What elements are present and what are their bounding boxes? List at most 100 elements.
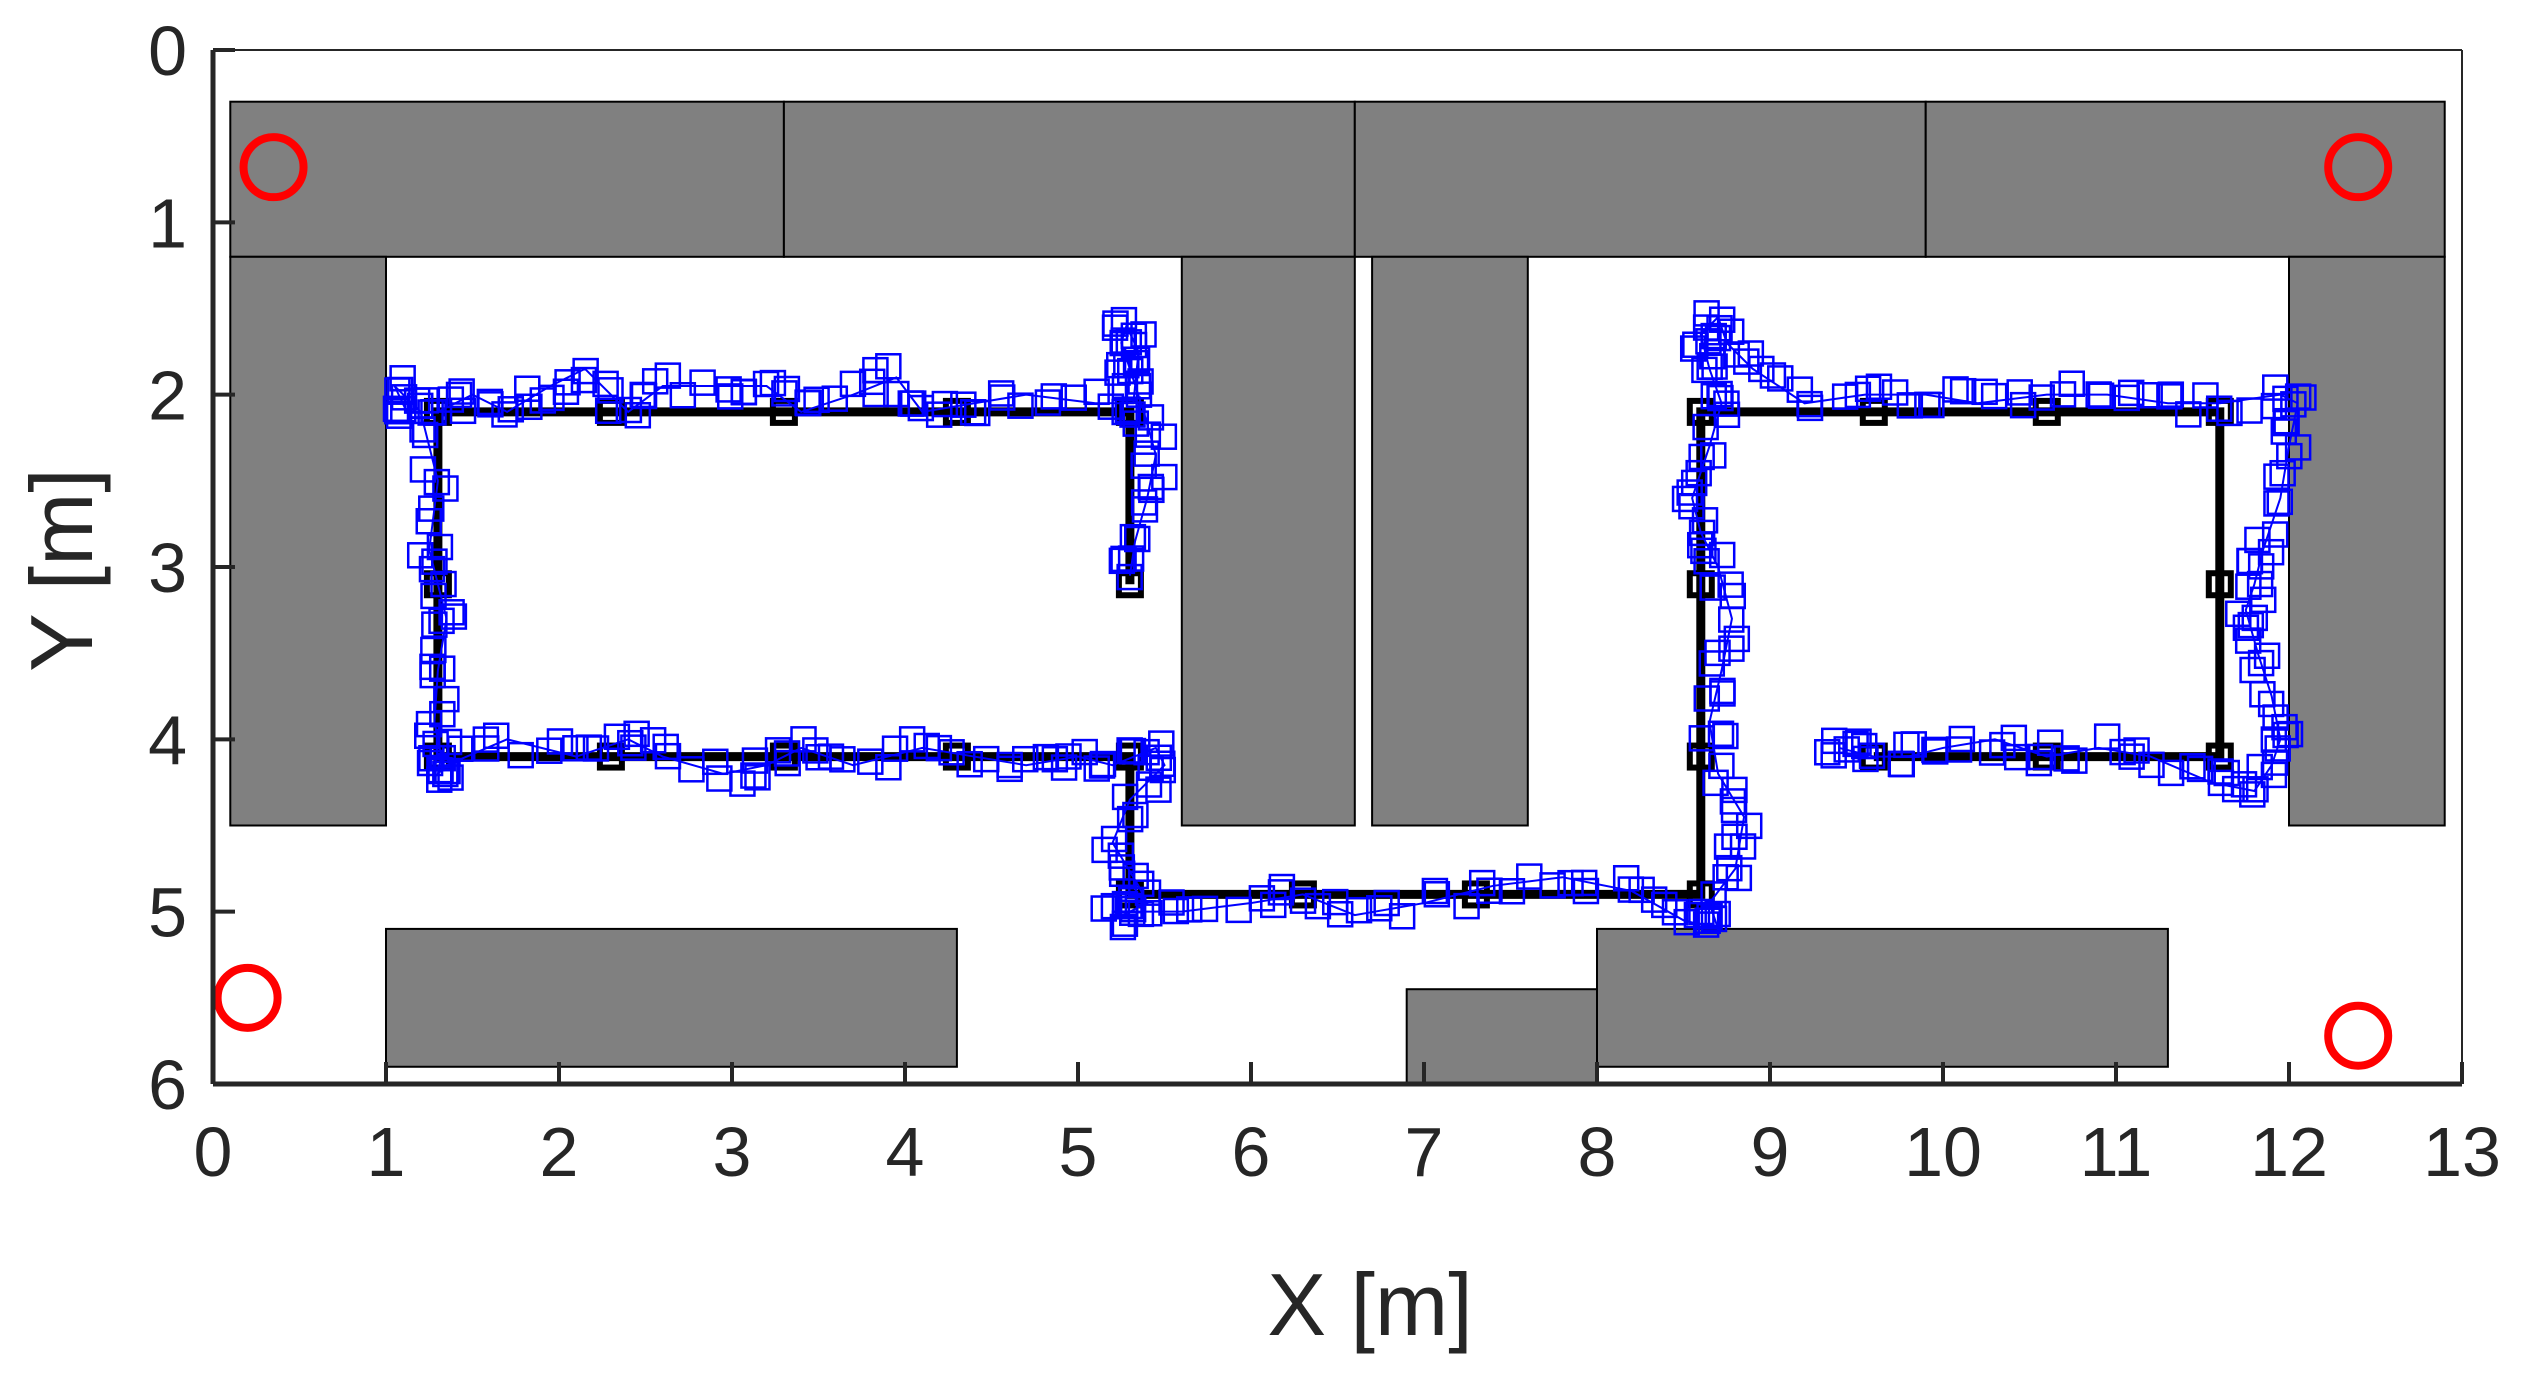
estimated-point — [1948, 725, 1976, 753]
estimated-point — [1693, 548, 1720, 575]
estimated-point — [1844, 381, 1872, 409]
estimated-point — [1833, 736, 1860, 763]
estimated-point — [829, 746, 856, 773]
estimated-point — [2157, 759, 2185, 787]
x-tick-label: 8 — [1578, 1113, 1617, 1191]
estimated-point — [554, 369, 581, 396]
estimated-point — [507, 741, 534, 769]
estimated-point — [497, 396, 525, 423]
estimated-point — [821, 385, 849, 412]
estimated-point — [421, 548, 448, 575]
estimated-point — [419, 661, 446, 689]
estimated-point — [1759, 362, 1787, 389]
estimated-point — [1149, 750, 1176, 778]
estimated-point — [2269, 459, 2296, 487]
estimated-point — [1040, 383, 1068, 410]
estimated-point — [858, 368, 886, 396]
estimated-point — [1091, 836, 1118, 864]
estimated-point — [432, 760, 459, 788]
estimated-point — [423, 468, 451, 496]
estimated-point — [1693, 685, 1721, 712]
estimated-point — [1034, 389, 1062, 416]
estimated-point — [1887, 750, 1915, 778]
estimated-point — [2049, 381, 2077, 408]
estimated-point — [482, 722, 510, 750]
estimated-point — [956, 750, 983, 778]
estimated-point — [1698, 650, 1726, 677]
estimated-point — [1145, 776, 1172, 803]
estimated-point — [1267, 879, 1295, 906]
estimated-point — [1707, 720, 1735, 748]
estimated-point — [414, 722, 441, 750]
estimated-point — [1702, 769, 1729, 797]
obstacle-2 — [782, 100, 1356, 258]
estimated-point — [1421, 877, 1449, 905]
estimated-point — [1680, 469, 1708, 497]
y-tick-label: 4 — [148, 701, 187, 779]
estimated-point — [2247, 649, 2275, 677]
estimated-point — [1651, 891, 1678, 919]
estimated-point — [959, 399, 987, 426]
estimated-point — [1735, 812, 1763, 840]
estimated-point — [1696, 902, 1723, 930]
estimated-point — [2253, 642, 2281, 670]
estimated-point — [1151, 463, 1178, 491]
reference-point — [769, 742, 798, 771]
estimated-point — [1498, 878, 1526, 905]
estimated-point — [1914, 391, 1941, 419]
estimated-point — [2241, 604, 2269, 632]
estimated-point — [1709, 680, 1736, 707]
x-tick-label: 6 — [1232, 1113, 1271, 1191]
x-tick-label: 4 — [886, 1113, 925, 1191]
estimated-point — [803, 386, 830, 414]
obstacle-6 — [1180, 255, 1356, 827]
estimated-point — [2239, 781, 2266, 808]
x-tick-label: 7 — [1405, 1113, 1444, 1191]
estimated-point — [1345, 896, 1373, 924]
estimated-point — [2280, 391, 2307, 418]
y-tick-label: 3 — [148, 529, 187, 607]
estimated-point — [1704, 900, 1731, 928]
y-tick-label: 6 — [148, 1046, 187, 1124]
estimated-point — [1468, 869, 1496, 897]
estimated-point — [2216, 399, 2243, 427]
estimated-point — [1516, 863, 1543, 890]
estimated-point — [1704, 639, 1731, 667]
estimated-point — [437, 764, 464, 791]
estimated-point — [1225, 896, 1252, 924]
anchor-1 — [239, 133, 308, 202]
estimated-point — [1725, 864, 1753, 892]
estimated-point — [1011, 745, 1039, 773]
estimated-point — [1116, 563, 1143, 591]
estimated-point — [1055, 743, 1082, 770]
estimated-point — [1097, 393, 1125, 420]
estimated-point — [774, 749, 801, 777]
y-axis-label: Y [m] — [12, 468, 111, 672]
estimated-point — [1423, 881, 1451, 908]
estimated-point — [597, 377, 624, 404]
estimated-point — [1111, 398, 1138, 426]
estimated-point — [1083, 755, 1110, 782]
estimated-point — [1717, 571, 1744, 598]
obstacle-11 — [1596, 927, 2169, 1068]
estimated-point — [2138, 751, 2165, 779]
obstacle-5 — [229, 255, 387, 827]
estimated-point — [2257, 538, 2285, 566]
x-tick-label: 2 — [540, 1113, 579, 1191]
estimated-point — [1116, 805, 1144, 833]
y-tick-label: 5 — [148, 874, 187, 952]
estimated-point — [2263, 490, 2290, 517]
estimated-point — [744, 764, 771, 791]
estimated-point — [429, 700, 456, 728]
estimated-point — [411, 421, 439, 449]
estimated-point — [1130, 321, 1157, 348]
estimated-point — [620, 734, 647, 761]
estimated-point — [2207, 758, 2234, 785]
estimated-point — [715, 376, 742, 403]
estimated-point — [1137, 473, 1165, 501]
x-tick-label: 12 — [2250, 1113, 2328, 1191]
estimated-point — [421, 611, 448, 638]
estimated-point — [624, 401, 652, 429]
